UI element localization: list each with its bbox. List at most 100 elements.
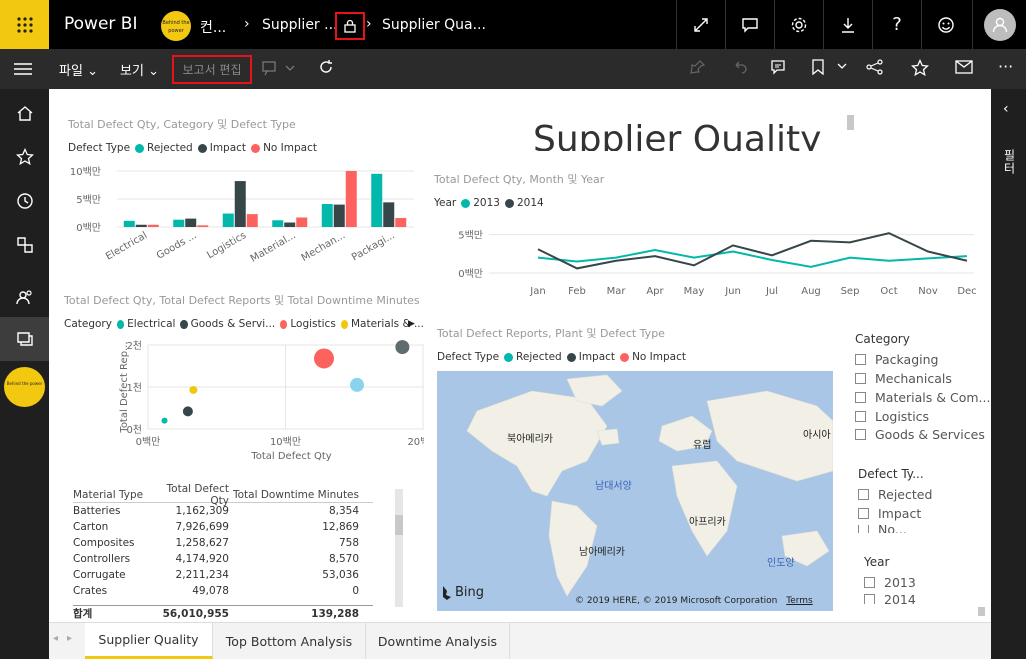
map-label-europe: 유럽 (693, 440, 712, 451)
settings-button[interactable] (774, 0, 823, 49)
tab-downtime-analysis[interactable]: Downtime Analysis (366, 623, 510, 659)
category-slicer-item[interactable]: Mechanicals (855, 371, 952, 386)
app-title[interactable]: Power BI (64, 14, 138, 34)
more-options-button[interactable]: ··· (998, 57, 1013, 76)
scatter-point (189, 385, 198, 394)
workspace-logo[interactable]: Behind the power (4, 367, 45, 407)
file-menu[interactable]: 파일 ⌄ (59, 60, 98, 79)
legend-item[interactable]: Materials & ... (350, 318, 424, 330)
canvas-scroll-thumb[interactable] (978, 607, 985, 616)
table-header-cell[interactable]: Material Type (73, 488, 144, 501)
checkbox[interactable] (855, 373, 866, 384)
legend-swatch (504, 198, 514, 208)
filters-pane[interactable]: ‹ 필터 (991, 89, 1026, 659)
breadcrumb-report[interactable]: Supplier Qua... (382, 17, 486, 33)
tab-top-bottom-analysis[interactable]: Top Bottom Analysis (213, 623, 366, 659)
checkbox[interactable] (855, 428, 866, 440)
view-menu[interactable]: 보기 ⌄ (120, 60, 159, 79)
undo-button[interactable] (732, 59, 748, 79)
nav-workspaces[interactable] (0, 317, 49, 361)
checkbox[interactable] (858, 489, 869, 500)
title-scrollbar[interactable] (847, 115, 854, 130)
lock-button[interactable] (335, 12, 365, 40)
breadcrumb-dashboard[interactable]: Supplier ... (262, 17, 338, 33)
x-tick-label: 10백만 (270, 436, 301, 448)
legend-item[interactable]: 2013 (473, 197, 500, 209)
chevron-left-icon[interactable]: ‹ (1003, 101, 1009, 117)
notifications-button[interactable] (725, 0, 774, 49)
checkbox[interactable] (855, 354, 866, 365)
bookmark-button[interactable] (811, 59, 851, 79)
checkbox[interactable] (855, 411, 866, 422)
legend-item[interactable]: Logistics (290, 318, 336, 330)
table-scroll-thumb[interactable] (395, 515, 403, 535)
subscribe-button[interactable] (955, 59, 973, 78)
table-row[interactable]: Crates 49,078 0 (73, 583, 373, 599)
checkbox[interactable] (855, 392, 866, 403)
table-row[interactable]: Composites 1,258,627 758 (73, 535, 373, 551)
defect-slicer-item[interactable]: Rejected (858, 487, 932, 502)
defect-slicer-item[interactable]: No... (858, 525, 907, 533)
line-chart[interactable]: 5백만 0백만 Jan Feb Mar Apr May Jun Jul Aug Sep Oct Nov D… (429, 219, 979, 299)
breadcrumb-workspace[interactable]: 컨... (200, 20, 227, 36)
nav-home[interactable] (0, 91, 49, 135)
tab-supplier-quality[interactable]: Supplier Quality (85, 623, 213, 659)
legend-item[interactable]: Electrical (127, 318, 176, 330)
defect-slicer-item[interactable]: Impact (858, 506, 921, 521)
year-slicer-item[interactable]: 2013 (864, 575, 916, 590)
nav-shared[interactable] (0, 275, 49, 319)
favorite-button[interactable] (910, 58, 930, 81)
filters-pane-label[interactable]: 필터 (1002, 149, 1016, 175)
nav-favorites[interactable] (0, 135, 49, 179)
category-slicer-item[interactable]: Materials & Com... (855, 390, 990, 405)
year-slicer-item[interactable]: 2014 (864, 594, 916, 604)
checkbox[interactable] (858, 508, 869, 519)
checkbox[interactable] (864, 577, 875, 588)
category-slicer-item[interactable]: Goods & Services (855, 428, 985, 440)
share-button[interactable] (866, 59, 884, 79)
checkbox[interactable] (864, 594, 875, 604)
legend-item[interactable]: No Impact (632, 351, 686, 363)
workspace-logo[interactable]: Behind the power (161, 11, 191, 41)
legend-item[interactable]: Impact (209, 142, 247, 154)
table-row[interactable]: Controllers 4,174,920 8,570 (73, 551, 373, 567)
category-slicer-item[interactable]: Logistics (855, 409, 929, 424)
table-header-cell[interactable]: Total Defect Qty (166, 482, 229, 507)
nav-apps[interactable] (0, 223, 49, 267)
pin-button[interactable] (690, 59, 706, 79)
share-icon (866, 59, 883, 75)
account-button[interactable] (972, 0, 1026, 49)
table-scrollbar[interactable] (395, 489, 403, 607)
table-cell: Carton (73, 521, 109, 533)
table-row[interactable]: Batteries 1,162,309 8,354 (73, 503, 373, 519)
checkbox[interactable] (858, 525, 869, 533)
world-map[interactable]: 북아메리카 유럽 아시아 아프리카 남아메리카 남대서양 인도양 Bing © … (437, 371, 833, 611)
terms-link[interactable]: Terms (786, 596, 813, 606)
tab-next-icon[interactable]: ▸ (67, 633, 73, 644)
refresh-button[interactable] (318, 59, 334, 79)
download-button[interactable] (823, 0, 872, 49)
edit-report-button[interactable]: 보고서 편집 (172, 55, 252, 84)
legend-item[interactable]: Rejected (147, 142, 193, 154)
legend-item[interactable]: Impact (578, 351, 616, 363)
feedback-button[interactable] (921, 0, 970, 49)
legend-next-icon[interactable]: ▶ (408, 319, 415, 329)
explore-button[interactable] (262, 59, 296, 81)
legend-item[interactable]: Rejected (516, 351, 562, 363)
hamburger-menu-button[interactable] (14, 61, 32, 80)
comments-button[interactable] (770, 59, 786, 79)
legend-item[interactable]: No Impact (263, 142, 317, 154)
fullscreen-button[interactable] (676, 0, 725, 49)
tab-prev-icon[interactable]: ◂ (53, 633, 59, 644)
table-header-cell[interactable]: Total Downtime Minutes (232, 488, 359, 501)
nav-recent[interactable] (0, 179, 49, 223)
legend-item[interactable]: Goods & Servi... (190, 318, 276, 330)
table-row[interactable]: Carton 7,926,699 12,869 (73, 519, 373, 535)
app-launcher-button[interactable] (0, 0, 49, 49)
table-row[interactable]: Corrugate 2,211,234 53,036 (73, 567, 373, 583)
legend-item[interactable]: 2014 (516, 197, 544, 209)
help-button[interactable]: ? (872, 0, 921, 49)
category-slicer-item[interactable]: Packaging (855, 352, 938, 367)
